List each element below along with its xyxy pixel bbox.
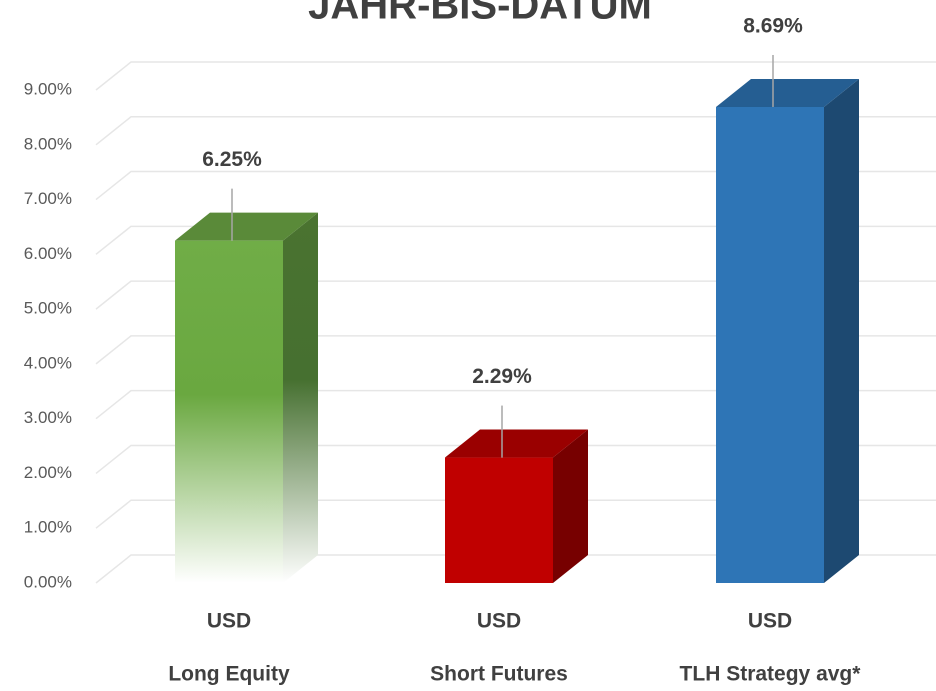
bar-side bbox=[283, 212, 318, 583]
x-tick-label: TLH Strategy avg* bbox=[680, 663, 862, 686]
y-tick-label: 9.00% bbox=[24, 79, 72, 98]
grid-line bbox=[95, 389, 936, 420]
grid-line bbox=[95, 499, 936, 529]
grid-line bbox=[95, 280, 936, 310]
bar-top bbox=[716, 78, 859, 107]
y-tick-label: 5.00% bbox=[24, 299, 72, 318]
y-tick-label: 3.00% bbox=[24, 408, 72, 427]
value-label: 2.29% bbox=[472, 365, 532, 388]
x-sublabel: USD bbox=[207, 610, 251, 633]
y-tick-label: 4.00% bbox=[24, 353, 72, 372]
y-tick-label: 8.00% bbox=[24, 134, 72, 153]
grid-line bbox=[95, 116, 936, 146]
x-sublabel: USD bbox=[748, 610, 792, 633]
x-sublabel: USD bbox=[477, 610, 521, 633]
bar-top bbox=[445, 429, 588, 458]
bar bbox=[445, 429, 588, 583]
y-tick-label: 0.00% bbox=[24, 572, 72, 591]
bar-side bbox=[553, 429, 588, 583]
bar-side bbox=[824, 78, 859, 583]
bar-front bbox=[175, 240, 283, 583]
value-label: 6.25% bbox=[202, 148, 262, 171]
y-tick-label: 6.00% bbox=[24, 244, 72, 263]
y-tick-label: 1.00% bbox=[24, 518, 72, 537]
chart-title: JAHR-BIS-DATUM bbox=[308, 0, 652, 28]
x-tick-label: Short Futures bbox=[430, 663, 568, 686]
bar-front bbox=[716, 106, 824, 583]
grid-line bbox=[95, 444, 936, 475]
grid-line bbox=[95, 335, 936, 365]
y-tick-label: 7.00% bbox=[24, 189, 72, 208]
y-tick-label: 2.00% bbox=[24, 463, 72, 482]
grid-line bbox=[95, 225, 936, 255]
value-label: 8.69% bbox=[743, 15, 803, 38]
bar bbox=[175, 212, 318, 583]
grid-line bbox=[95, 554, 936, 584]
x-tick-label: Long Equity bbox=[168, 663, 290, 686]
bar-front bbox=[445, 457, 553, 583]
bar bbox=[716, 78, 859, 583]
bar-top bbox=[175, 212, 318, 241]
grid-line bbox=[95, 170, 936, 201]
grid-line bbox=[95, 61, 936, 91]
